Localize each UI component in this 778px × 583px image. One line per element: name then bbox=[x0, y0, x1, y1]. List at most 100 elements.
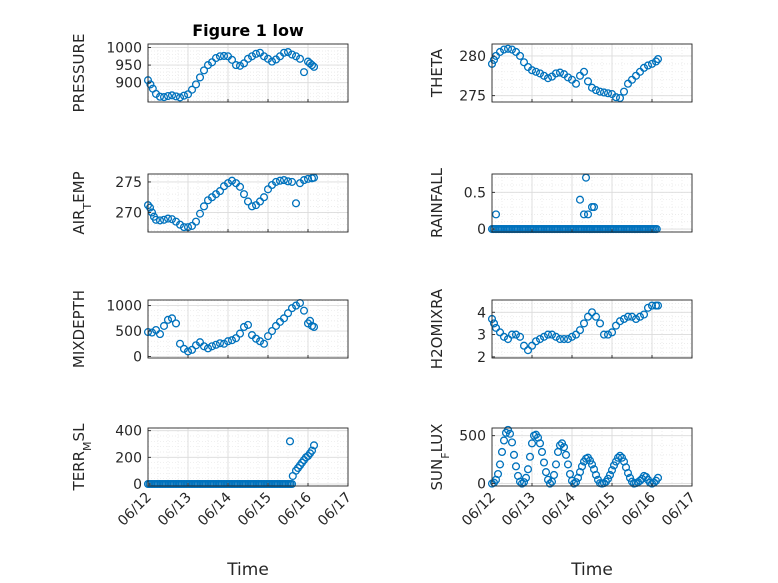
data-point bbox=[279, 176, 289, 185]
data-point bbox=[163, 315, 173, 324]
data-point bbox=[299, 176, 309, 185]
data-point bbox=[287, 177, 297, 186]
data-point bbox=[511, 330, 521, 339]
data-point bbox=[559, 443, 569, 452]
data-point bbox=[155, 92, 165, 101]
data-point bbox=[603, 330, 613, 339]
data-point bbox=[652, 225, 661, 234]
subplot-8: 0 500 06/12 06/13 06/14 06/15 06/16 06/17 SUNFLU… bbox=[428, 424, 699, 580]
data-point bbox=[195, 209, 205, 218]
subplot-3: 270 275 AIRTEMP bbox=[70, 171, 349, 235]
data-point bbox=[179, 91, 189, 100]
data-point bbox=[235, 329, 245, 338]
data-point bbox=[179, 223, 189, 232]
data-point bbox=[625, 473, 635, 482]
data-point bbox=[511, 462, 521, 471]
y-tick-label: 500 bbox=[115, 324, 142, 340]
axes-box bbox=[147, 43, 349, 103]
data-point bbox=[283, 177, 293, 186]
y-tick-label: 500 bbox=[459, 429, 486, 445]
data-point bbox=[183, 347, 193, 356]
y-tick-label: 0 bbox=[133, 477, 142, 493]
data-point bbox=[563, 460, 573, 469]
data-point bbox=[647, 301, 657, 310]
data-point bbox=[531, 337, 541, 346]
data-point bbox=[283, 48, 293, 57]
data-point bbox=[183, 90, 193, 99]
x-tick-label: 06/14 bbox=[195, 489, 235, 529]
data-point bbox=[647, 59, 657, 68]
data-point bbox=[615, 317, 625, 326]
data-point bbox=[515, 332, 525, 341]
data-point bbox=[543, 74, 553, 83]
data-point bbox=[279, 48, 289, 57]
data-point bbox=[239, 190, 249, 199]
data-point bbox=[175, 220, 185, 229]
data-point bbox=[549, 470, 559, 480]
data-point bbox=[307, 446, 317, 455]
data-point bbox=[527, 341, 537, 350]
y-axis-label: H2OMIXRA bbox=[428, 288, 446, 369]
data-point bbox=[555, 334, 565, 344]
data-point bbox=[255, 197, 265, 206]
y-tick-label: 2 bbox=[477, 350, 486, 366]
data-point bbox=[583, 77, 593, 86]
data-point bbox=[623, 312, 633, 321]
axes-box bbox=[491, 43, 693, 103]
data-point bbox=[583, 312, 593, 321]
data-point bbox=[231, 334, 241, 343]
data-point bbox=[579, 319, 589, 328]
data-point bbox=[643, 303, 653, 312]
data-point bbox=[175, 339, 185, 348]
x-tick-label: 06/15 bbox=[235, 490, 275, 530]
data-point bbox=[271, 177, 281, 186]
data-point bbox=[547, 330, 557, 339]
data-point bbox=[495, 460, 505, 469]
plot-area bbox=[148, 300, 348, 358]
data-point bbox=[543, 475, 553, 484]
data-point bbox=[287, 479, 297, 489]
data-point bbox=[599, 88, 609, 97]
data-point bbox=[495, 328, 505, 337]
data-series bbox=[487, 425, 663, 488]
data-point bbox=[199, 66, 209, 75]
data-point bbox=[507, 438, 517, 447]
data-point bbox=[507, 330, 517, 339]
y-tick-label: 900 bbox=[115, 76, 142, 92]
data-point bbox=[195, 73, 205, 82]
data-point bbox=[551, 69, 561, 78]
data-point bbox=[279, 314, 289, 323]
y-tick-label: 950 bbox=[115, 58, 142, 74]
data-point bbox=[639, 63, 649, 72]
data-point bbox=[291, 301, 301, 310]
data-point bbox=[611, 457, 621, 466]
data-point bbox=[561, 450, 571, 459]
data-series bbox=[143, 299, 319, 356]
data-point bbox=[539, 458, 549, 467]
data-point bbox=[491, 210, 501, 219]
baseline-markers bbox=[487, 225, 661, 234]
x-tick-label: 06/13 bbox=[155, 490, 195, 530]
data-point bbox=[527, 439, 537, 448]
data-point bbox=[635, 312, 645, 321]
data-point bbox=[503, 44, 513, 53]
y-axis-label: RAINFALL bbox=[428, 167, 446, 238]
data-point bbox=[571, 330, 581, 339]
data-point bbox=[503, 425, 513, 434]
y-tick-label: 1000 bbox=[106, 299, 142, 315]
data-point bbox=[551, 332, 561, 341]
data-point bbox=[535, 439, 545, 448]
data-point bbox=[491, 323, 501, 332]
data-point bbox=[287, 50, 297, 59]
data-point bbox=[575, 326, 585, 335]
data-series bbox=[285, 437, 319, 481]
data-point bbox=[215, 339, 225, 348]
y-axis-label: AIRTEMP bbox=[70, 171, 94, 234]
data-point bbox=[309, 62, 319, 71]
plot-area bbox=[148, 174, 348, 232]
data-point bbox=[537, 447, 547, 457]
data-point bbox=[235, 182, 245, 191]
data-point bbox=[163, 91, 173, 101]
data-point bbox=[575, 195, 585, 204]
data-point bbox=[499, 45, 509, 54]
